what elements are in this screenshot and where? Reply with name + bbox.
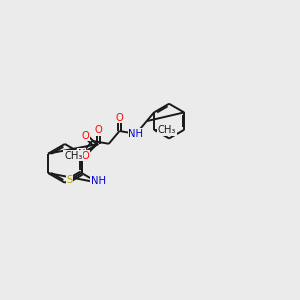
Text: O: O: [94, 125, 102, 135]
Text: O: O: [82, 130, 89, 141]
Text: CH₃: CH₃: [158, 125, 176, 135]
Text: NH: NH: [128, 129, 143, 139]
Text: O: O: [82, 151, 89, 161]
Text: O: O: [116, 112, 123, 123]
Text: S: S: [66, 175, 73, 185]
Text: NH: NH: [91, 176, 106, 186]
Text: CH₃: CH₃: [64, 151, 83, 161]
Text: N: N: [78, 149, 85, 159]
